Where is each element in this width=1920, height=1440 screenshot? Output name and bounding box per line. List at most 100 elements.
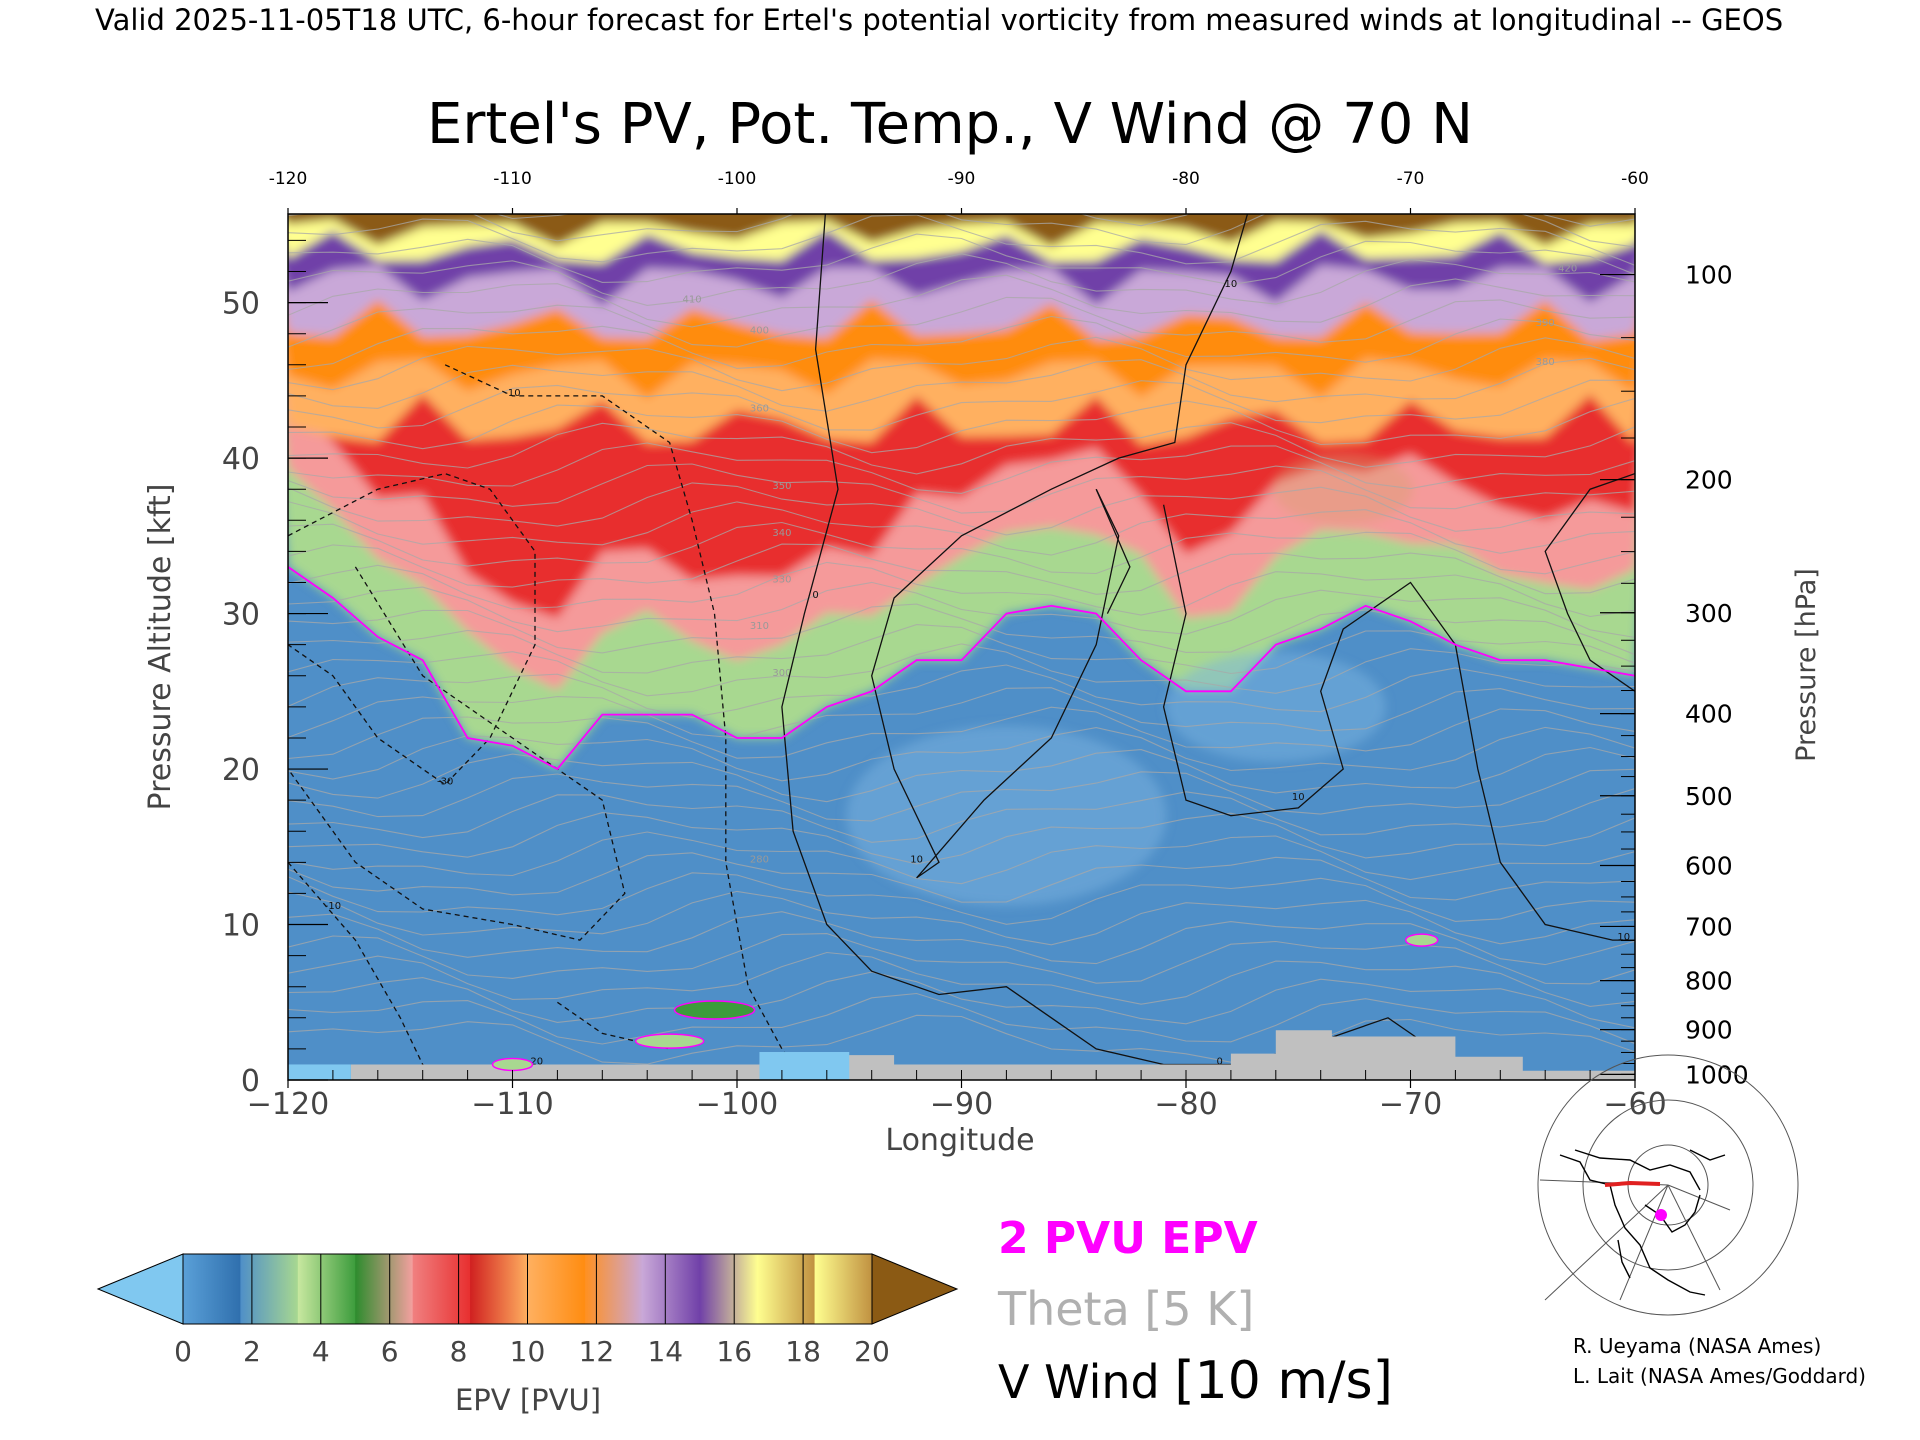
theta-contour [288, 890, 1635, 946]
y2-tick-label: 300 [1685, 599, 1733, 628]
v-wind-contour-label: 10 [1225, 279, 1238, 290]
x-top-tick-label: -80 [1172, 169, 1200, 189]
theta-contour-label: 310 [750, 621, 769, 632]
theta-contour [288, 768, 1635, 822]
colorbar-over-triangle [871, 1253, 959, 1325]
theta-contour-label: 280 [750, 854, 769, 865]
y-tick-label: 0 [241, 1064, 260, 1099]
theta-contour [288, 422, 1635, 475]
locator-map [1535, 1054, 1799, 1316]
theta-contour [288, 501, 1635, 556]
theta-contour [288, 214, 1635, 266]
theta-contour [288, 872, 1635, 925]
v-wind-contour-label: 0 [1216, 1056, 1222, 1067]
y-tick-label: 10 [222, 909, 260, 944]
pv-low-patch [1165, 651, 1386, 762]
theta-contour [288, 336, 1635, 392]
theta-contour [288, 831, 1635, 885]
colorbar-segment [814, 1254, 873, 1324]
colorbar-segment [240, 1254, 299, 1324]
x-top-tick-label: -60 [1621, 169, 1649, 189]
pv-band-8 [288, 214, 1635, 247]
theta-contour [288, 253, 1635, 306]
theta-contour [288, 624, 1635, 675]
x-top-tick-label: -100 [718, 169, 757, 189]
theta-contour [288, 971, 1635, 1029]
theta-contour-label: 420 [1558, 264, 1577, 275]
theta-contour [288, 706, 1635, 760]
legend-vwind-interval: [10 m/s] [1174, 1351, 1393, 1411]
location-marker [1655, 1209, 1667, 1221]
valid-time-header: Valid 2025-11-05T18 UTC, 6-hour forecast… [95, 3, 1783, 37]
colorbar-segment [699, 1254, 758, 1324]
x-axis-label: Longitude [885, 1123, 1034, 1158]
below-zero-pv [759, 1052, 850, 1080]
x-tick-label: −70 [1379, 1087, 1442, 1122]
legend-vwind-name: V Wind [998, 1355, 1174, 1409]
pv-2pvu-blob [673, 1000, 756, 1020]
x-tick-label: −80 [1154, 1087, 1217, 1122]
theta-contour [288, 561, 1635, 618]
v-wind-contour-label: -10 [504, 388, 520, 399]
credit-line-2: L. Lait (NASA Ames/Goddard) [1573, 1364, 1866, 1388]
v-wind-contour-label: -30 [437, 777, 453, 788]
y2-tick-label: 400 [1685, 700, 1733, 729]
x-tick-label: −120 [247, 1087, 329, 1122]
theta-contour [288, 442, 1635, 494]
x-top-tick-label: -70 [1397, 169, 1425, 189]
theta-contour [288, 746, 1635, 803]
y2-tick-label: 200 [1685, 466, 1733, 495]
colorbar-label: EPV [PVU] [455, 1383, 601, 1417]
x-tick-label: −110 [471, 1087, 553, 1122]
colorbar-tick-label: 8 [450, 1335, 468, 1368]
y-tick-label: 30 [222, 598, 260, 633]
colorbar-segment [757, 1254, 816, 1324]
colorbar-tick-label: 16 [716, 1335, 752, 1368]
theta-contour [288, 951, 1635, 1007]
pv-2pvu-blob [491, 1057, 534, 1072]
colorbar: 0 2 4 6 8 10 12 14 16 18 20 [96, 1253, 959, 1368]
theta-contour [288, 296, 1635, 348]
v-wind-contour-label: -20 [527, 1056, 543, 1067]
theta-contour [288, 911, 1635, 966]
theta-contour [288, 521, 1635, 575]
colorbar-segment [642, 1254, 701, 1324]
pv-2pvu-contour [288, 566, 1635, 771]
theta-contour [288, 1014, 1635, 1065]
theta-contour-label: 390 [1536, 318, 1555, 329]
colorbar-segment [584, 1254, 643, 1324]
theta-contour [494, 214, 1635, 227]
y2-axis-label: Pressure [hPa] [1791, 568, 1822, 762]
colorbar-tick-label: 6 [381, 1335, 399, 1368]
legend-vwind: V Wind [10 m/s] [998, 1351, 1393, 1411]
v-wind-contour-positive [871, 214, 1249, 879]
y2-tick-label: 900 [1685, 1016, 1733, 1045]
theta-contour-label: 400 [750, 326, 769, 337]
y-tick-label: 20 [222, 753, 260, 788]
y2-tick-label: 700 [1685, 912, 1733, 941]
x-top-tick-label: -110 [493, 169, 532, 189]
colorbar-segment [355, 1254, 414, 1324]
v-wind-contour-positive [1544, 472, 1635, 692]
theta-contour [288, 603, 1635, 656]
colorbar-tick-label: 20 [854, 1335, 890, 1368]
colorbar-tick-label: 14 [647, 1335, 683, 1368]
colorbar-segment [527, 1254, 586, 1324]
theta-contour [288, 687, 1635, 739]
y-axis-label: Pressure Altitude [kft] [143, 484, 178, 811]
v-wind-contour-label: 10 [1292, 792, 1305, 803]
theta-contour [288, 214, 1635, 248]
theta-contour [288, 315, 1635, 371]
terrain-mask [350, 1030, 1635, 1080]
theta-contour [288, 397, 1635, 454]
theta-contour [288, 463, 1635, 514]
legend-theta-interval: [5 K] [1144, 1282, 1254, 1336]
theta-contour [288, 274, 1635, 328]
colorbar-tick-label: 2 [243, 1335, 261, 1368]
theta-contour [288, 379, 1635, 431]
theta-contour [288, 543, 1635, 595]
x-top-tick-label: -90 [948, 169, 976, 189]
plot-area: 280 300 310 330 340 350 360 380 390 400 410 420 -30… [288, 214, 1635, 1080]
theta-contour-label: 380 [1536, 357, 1555, 368]
